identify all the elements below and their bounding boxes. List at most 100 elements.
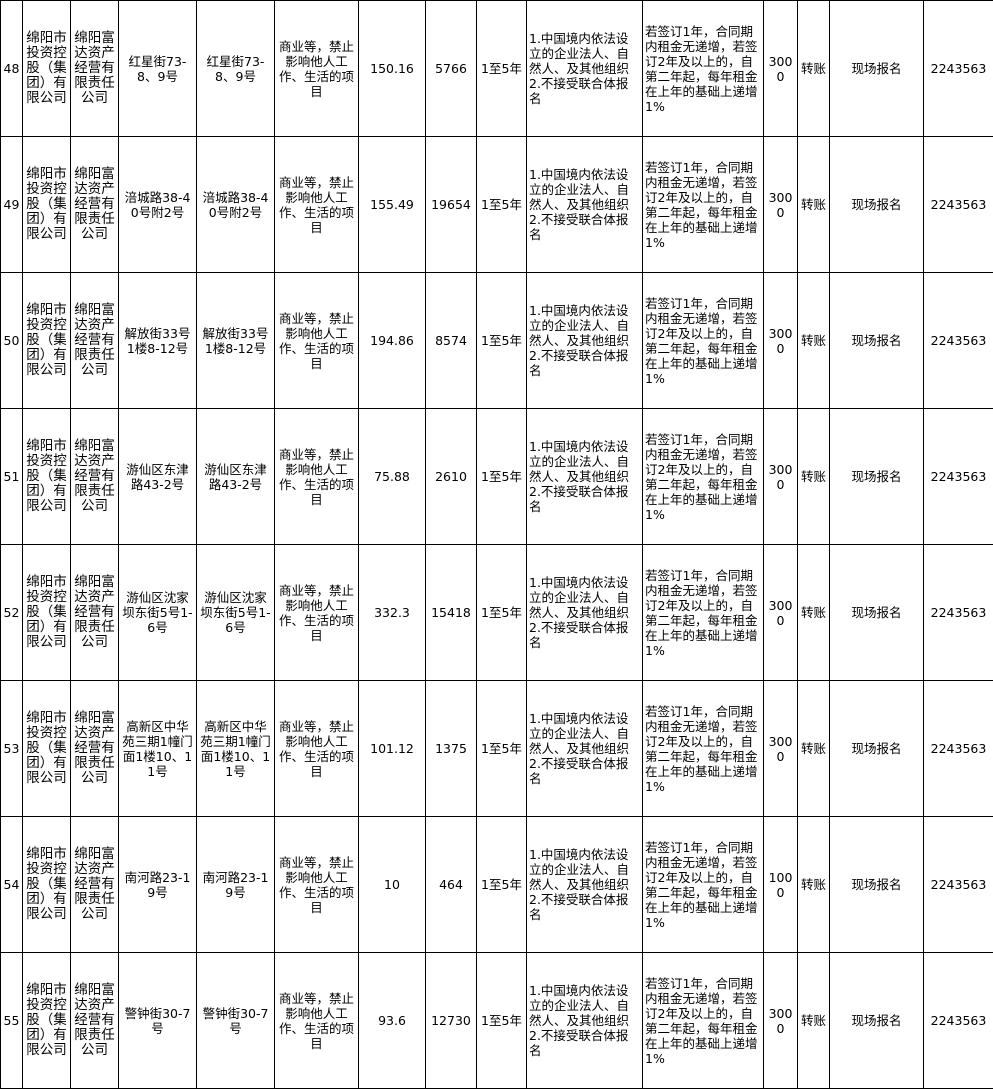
phone-cell: 2243563 xyxy=(924,409,993,545)
registration-cell: 现场报名 xyxy=(830,1,924,137)
rent-terms-cell: 若签订1年，合同期内租金无递增，若签订2年及以上的，自第二年起，每年租金在上年的… xyxy=(643,545,764,681)
lessor-group-cell: 绵阳市投资控股（集团）有限公司 xyxy=(23,273,71,409)
lessor-cell: 绵阳富达资产经营有限责任公司 xyxy=(71,681,119,817)
address-cell: 南河路23-19号 xyxy=(119,817,197,953)
registration-cell: 现场报名 xyxy=(830,545,924,681)
price-cell: 8574 xyxy=(426,273,477,409)
price-cell: 464 xyxy=(426,817,477,953)
phone-cell: 2243563 xyxy=(924,953,993,1089)
deposit-cell: 3000 xyxy=(764,1,798,137)
term-cell: 1至5年 xyxy=(477,1,527,137)
deposit-cell: 3000 xyxy=(764,545,798,681)
requirements-cell: 1.中国境内依法设立的企业法人、自然人、及其他组织 2.不接受联合体报名 xyxy=(527,953,643,1089)
registration-cell: 现场报名 xyxy=(830,409,924,545)
address-cell: 游仙区东津路43-2号 xyxy=(119,409,197,545)
payment-cell: 转账 xyxy=(798,953,830,1089)
rent-terms-cell: 若签订1年，合同期内租金无递增，若签订2年及以上的，自第二年起，每年租金在上年的… xyxy=(643,273,764,409)
property-address-cell: 红星街73-8、9号 xyxy=(197,1,275,137)
deposit-cell: 3000 xyxy=(764,953,798,1089)
use-cell: 商业等，禁止影响他人工作、生活的项目 xyxy=(275,409,359,545)
rent-terms-cell: 若签订1年，合同期内租金无递增，若签订2年及以上的，自第二年起，每年租金在上年的… xyxy=(643,681,764,817)
property-address-cell: 高新区中华苑三期1幢门面1楼10、11号 xyxy=(197,681,275,817)
registration-cell: 现场报名 xyxy=(830,817,924,953)
address-cell: 解放街33号1楼8-12号 xyxy=(119,273,197,409)
rent-terms-cell: 若签订1年，合同期内租金无递增，若签订2年及以上的，自第二年起，每年租金在上年的… xyxy=(643,137,764,273)
address-cell: 涪城路38-40号附2号 xyxy=(119,137,197,273)
use-cell: 商业等，禁止影响他人工作、生活的项目 xyxy=(275,681,359,817)
lessor-cell: 绵阳富达资产经营有限责任公司 xyxy=(71,1,119,137)
rent-terms-cell: 若签订1年，合同期内租金无递增，若签订2年及以上的，自第二年起，每年租金在上年的… xyxy=(643,817,764,953)
deposit-cell: 3000 xyxy=(764,681,798,817)
registration-cell: 现场报名 xyxy=(830,273,924,409)
area-cell: 101.12 xyxy=(359,681,426,817)
lessor-cell: 绵阳富达资产经营有限责任公司 xyxy=(71,817,119,953)
lessor-group-cell: 绵阳市投资控股（集团）有限公司 xyxy=(23,681,71,817)
use-cell: 商业等，禁止影响他人工作、生活的项目 xyxy=(275,545,359,681)
row-number: 53 xyxy=(1,681,23,817)
use-cell: 商业等，禁止影响他人工作、生活的项目 xyxy=(275,953,359,1089)
term-cell: 1至5年 xyxy=(477,681,527,817)
lessor-cell: 绵阳富达资产经营有限责任公司 xyxy=(71,409,119,545)
payment-cell: 转账 xyxy=(798,681,830,817)
area-cell: 155.49 xyxy=(359,137,426,273)
deposit-cell: 3000 xyxy=(764,137,798,273)
lessor-group-cell: 绵阳市投资控股（集团）有限公司 xyxy=(23,953,71,1089)
lessor-group-cell: 绵阳市投资控股（集团）有限公司 xyxy=(23,817,71,953)
registration-cell: 现场报名 xyxy=(830,681,924,817)
term-cell: 1至5年 xyxy=(477,409,527,545)
phone-cell: 2243563 xyxy=(924,137,993,273)
area-cell: 332.3 xyxy=(359,545,426,681)
lessor-group-cell: 绵阳市投资控股（集团）有限公司 xyxy=(23,545,71,681)
price-cell: 2610 xyxy=(426,409,477,545)
requirements-cell: 1.中国境内依法设立的企业法人、自然人、及其他组织 2.不接受联合体报名 xyxy=(527,1,643,137)
registration-cell: 现场报名 xyxy=(830,953,924,1089)
lessor-group-cell: 绵阳市投资控股（集团）有限公司 xyxy=(23,409,71,545)
price-cell: 12730 xyxy=(426,953,477,1089)
payment-cell: 转账 xyxy=(798,137,830,273)
address-cell: 高新区中华苑三期1幢门面1楼10、11号 xyxy=(119,681,197,817)
rent-terms-cell: 若签订1年，合同期内租金无递增，若签订2年及以上的，自第二年起，每年租金在上年的… xyxy=(643,953,764,1089)
term-cell: 1至5年 xyxy=(477,137,527,273)
payment-cell: 转账 xyxy=(798,545,830,681)
property-address-cell: 游仙区沈家坝东街5号1-6号 xyxy=(197,545,275,681)
row-number: 49 xyxy=(1,137,23,273)
rent-terms-cell: 若签订1年，合同期内租金无递增，若签订2年及以上的，自第二年起，每年租金在上年的… xyxy=(643,1,764,137)
payment-cell: 转账 xyxy=(798,273,830,409)
row-number: 55 xyxy=(1,953,23,1089)
rent-terms-cell: 若签订1年，合同期内租金无递增，若签订2年及以上的，自第二年起，每年租金在上年的… xyxy=(643,409,764,545)
term-cell: 1至5年 xyxy=(477,545,527,681)
phone-cell: 2243563 xyxy=(924,817,993,953)
requirements-cell: 1.中国境内依法设立的企业法人、自然人、及其他组织 2.不接受联合体报名 xyxy=(527,545,643,681)
lessor-cell: 绵阳富达资产经营有限责任公司 xyxy=(71,137,119,273)
price-cell: 19654 xyxy=(426,137,477,273)
property-address-cell: 南河路23-19号 xyxy=(197,817,275,953)
use-cell: 商业等，禁止影响他人工作、生活的项目 xyxy=(275,137,359,273)
term-cell: 1至5年 xyxy=(477,273,527,409)
phone-cell: 2243563 xyxy=(924,545,993,681)
area-cell: 150.16 xyxy=(359,1,426,137)
address-cell: 红星街73-8、9号 xyxy=(119,1,197,137)
lessor-cell: 绵阳富达资产经营有限责任公司 xyxy=(71,953,119,1089)
phone-cell: 2243563 xyxy=(924,681,993,817)
use-cell: 商业等，禁止影响他人工作、生活的项目 xyxy=(275,273,359,409)
lessor-cell: 绵阳富达资产经营有限责任公司 xyxy=(71,545,119,681)
area-cell: 93.6 xyxy=(359,953,426,1089)
deposit-cell: 1000 xyxy=(764,817,798,953)
row-number: 54 xyxy=(1,817,23,953)
requirements-cell: 1.中国境内依法设立的企业法人、自然人、及其他组织 2.不接受联合体报名 xyxy=(527,273,643,409)
requirements-cell: 1.中国境内依法设立的企业法人、自然人、及其他组织 2.不接受联合体报名 xyxy=(527,681,643,817)
row-number: 48 xyxy=(1,1,23,137)
payment-cell: 转账 xyxy=(798,1,830,137)
term-cell: 1至5年 xyxy=(477,817,527,953)
price-cell: 1375 xyxy=(426,681,477,817)
